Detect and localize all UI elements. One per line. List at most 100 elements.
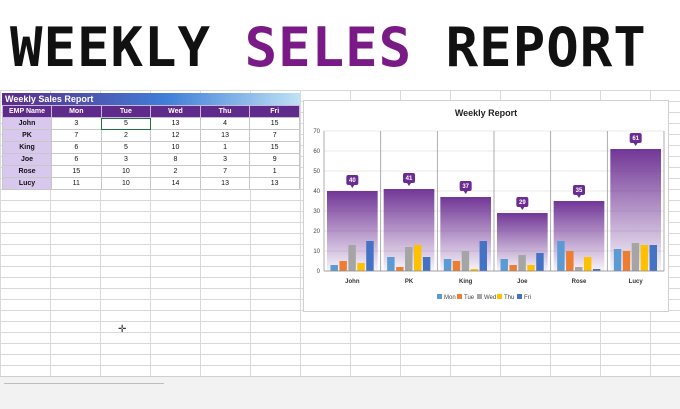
sales-cell[interactable]: 2 (100, 129, 152, 142)
sales-cell[interactable]: 6 (51, 141, 102, 154)
series-bar (509, 265, 517, 271)
sales-cell[interactable]: 12 (150, 129, 201, 142)
y-tick-label: 60 (313, 149, 320, 155)
series-bar (518, 255, 526, 271)
sales-cell[interactable]: 5 (100, 141, 152, 154)
table-header-row: EMP Name Mon Tue Wed Thu Fri (2, 105, 300, 118)
series-bar (470, 269, 479, 271)
sales-cell[interactable]: 10 (100, 165, 152, 178)
sales-cell[interactable]: 9 (249, 153, 300, 166)
series-bar (557, 241, 565, 271)
series-bar (613, 249, 622, 271)
sales-cell[interactable]: 1 (199, 141, 251, 154)
sales-cell[interactable]: 2 (150, 165, 201, 178)
sales-cell[interactable]: 1 (249, 165, 300, 178)
employee-name-cell[interactable]: PK (2, 129, 52, 142)
total-label-pointer (350, 185, 355, 188)
series-bar (649, 245, 657, 271)
series-bar (443, 259, 452, 271)
y-tick-label: 70 (313, 129, 320, 135)
sales-cell[interactable]: 11 (51, 177, 102, 190)
legend-entry: Fri (524, 295, 531, 301)
series-bar (405, 247, 413, 271)
column-header[interactable]: Tue (100, 105, 152, 118)
sales-cell[interactable]: 7 (51, 129, 102, 142)
employee-name-cell[interactable]: King (2, 141, 52, 154)
sales-cell[interactable]: 3 (199, 153, 251, 166)
sales-table: Weekly Sales Report EMP Name Mon Tue Wed Thu… (2, 93, 300, 190)
legend-entry: Wed (484, 295, 496, 301)
series-bar (413, 245, 422, 271)
banner-word-weekly: WEEKLY (10, 16, 212, 79)
series-bar (366, 241, 374, 271)
category-label: Rose (572, 279, 587, 285)
column-header[interactable]: Fri (249, 105, 300, 118)
employee-name-cell[interactable]: John (2, 117, 52, 130)
sales-cell[interactable]: 13 (199, 177, 251, 190)
table-row: PK 7 2 12 13 7 (2, 129, 300, 142)
sales-cell[interactable]: 4 (199, 117, 251, 130)
employee-name-cell[interactable]: Lucy (2, 177, 52, 190)
sales-data-table: EMP Name Mon Tue Wed Thu Fri John 3 5 13 4 15 PK 7 2 1… (2, 105, 300, 190)
employee-name-cell[interactable]: Joe (2, 153, 52, 166)
total-data-label: 40 (349, 178, 356, 184)
category-label: PK (405, 279, 414, 285)
sales-cell[interactable]: 15 (51, 165, 102, 178)
legend-swatch (477, 294, 482, 299)
y-tick-label: 50 (313, 169, 320, 175)
category-label: King (459, 279, 473, 285)
series-bar (422, 257, 431, 271)
total-label-pointer (633, 143, 638, 146)
legend-swatch (497, 294, 502, 299)
table-row: Rose 15 10 2 7 1 (2, 165, 300, 178)
sales-cell[interactable]: 8 (150, 153, 201, 166)
weekly-report-chart[interactable]: Weekly Report 0 10 20 30 40 50 60 70 40 John 41 PK 37… (303, 100, 669, 312)
category-label: Lucy (629, 279, 644, 285)
sales-cell[interactable]: 10 (150, 141, 201, 154)
sales-cell[interactable]: 13 (249, 177, 300, 190)
column-header[interactable]: Thu (199, 105, 251, 118)
sales-cell[interactable]: 15 (249, 141, 300, 154)
sheet-tab-bar (0, 376, 680, 409)
series-bar (622, 251, 631, 271)
table-row: King 6 5 10 1 15 (2, 141, 300, 154)
series-bar (583, 257, 592, 271)
sheet-tabs[interactable] (4, 377, 164, 384)
legend-swatch (517, 294, 522, 299)
column-header[interactable]: EMP Name (2, 105, 52, 118)
category-label: John (345, 279, 360, 285)
table-row: John 3 5 13 4 15 (2, 117, 300, 130)
y-tick-label: 10 (313, 249, 320, 255)
category-label: Joe (517, 279, 528, 285)
series-bar (396, 267, 404, 271)
legend-entry: Tue (464, 295, 475, 301)
banner-word-seles: SELES (244, 16, 413, 79)
legend-swatch (437, 294, 442, 299)
sales-cell[interactable]: 15 (249, 117, 300, 130)
series-bar (479, 241, 487, 271)
y-tick-label: 20 (313, 229, 320, 235)
sales-cell[interactable]: 7 (199, 165, 251, 178)
sales-cell[interactable]: 3 (51, 117, 102, 130)
cell-cursor-icon: ✛ (118, 324, 127, 335)
table-caption: Weekly Sales Report (2, 93, 300, 105)
employee-name-cell[interactable]: Rose (2, 165, 52, 178)
sales-cell[interactable]: 6 (51, 153, 102, 166)
sales-cell[interactable]: 14 (150, 177, 201, 190)
series-bar (452, 261, 461, 271)
legend-entry: Thu (504, 295, 514, 301)
sales-cell[interactable]: 3 (100, 153, 152, 166)
sales-cell[interactable]: 10 (100, 177, 152, 190)
series-bar (631, 243, 640, 271)
sales-cell[interactable]: 13 (150, 117, 201, 130)
series-bar (387, 257, 395, 271)
column-header[interactable]: Wed (150, 105, 201, 118)
sales-cell[interactable]: 5 (100, 117, 152, 130)
sales-cell[interactable]: 7 (249, 129, 300, 142)
series-bar (339, 261, 347, 271)
y-tick-label: 0 (317, 269, 321, 275)
table-body: John 3 5 13 4 15 PK 7 2 12 13 7 King 6 5 10 1 15 Joe 6 3 8 3 9 R… (2, 117, 300, 190)
column-header[interactable]: Mon (51, 105, 102, 118)
sales-cell[interactable]: 13 (199, 129, 251, 142)
total-label-box (573, 185, 585, 195)
